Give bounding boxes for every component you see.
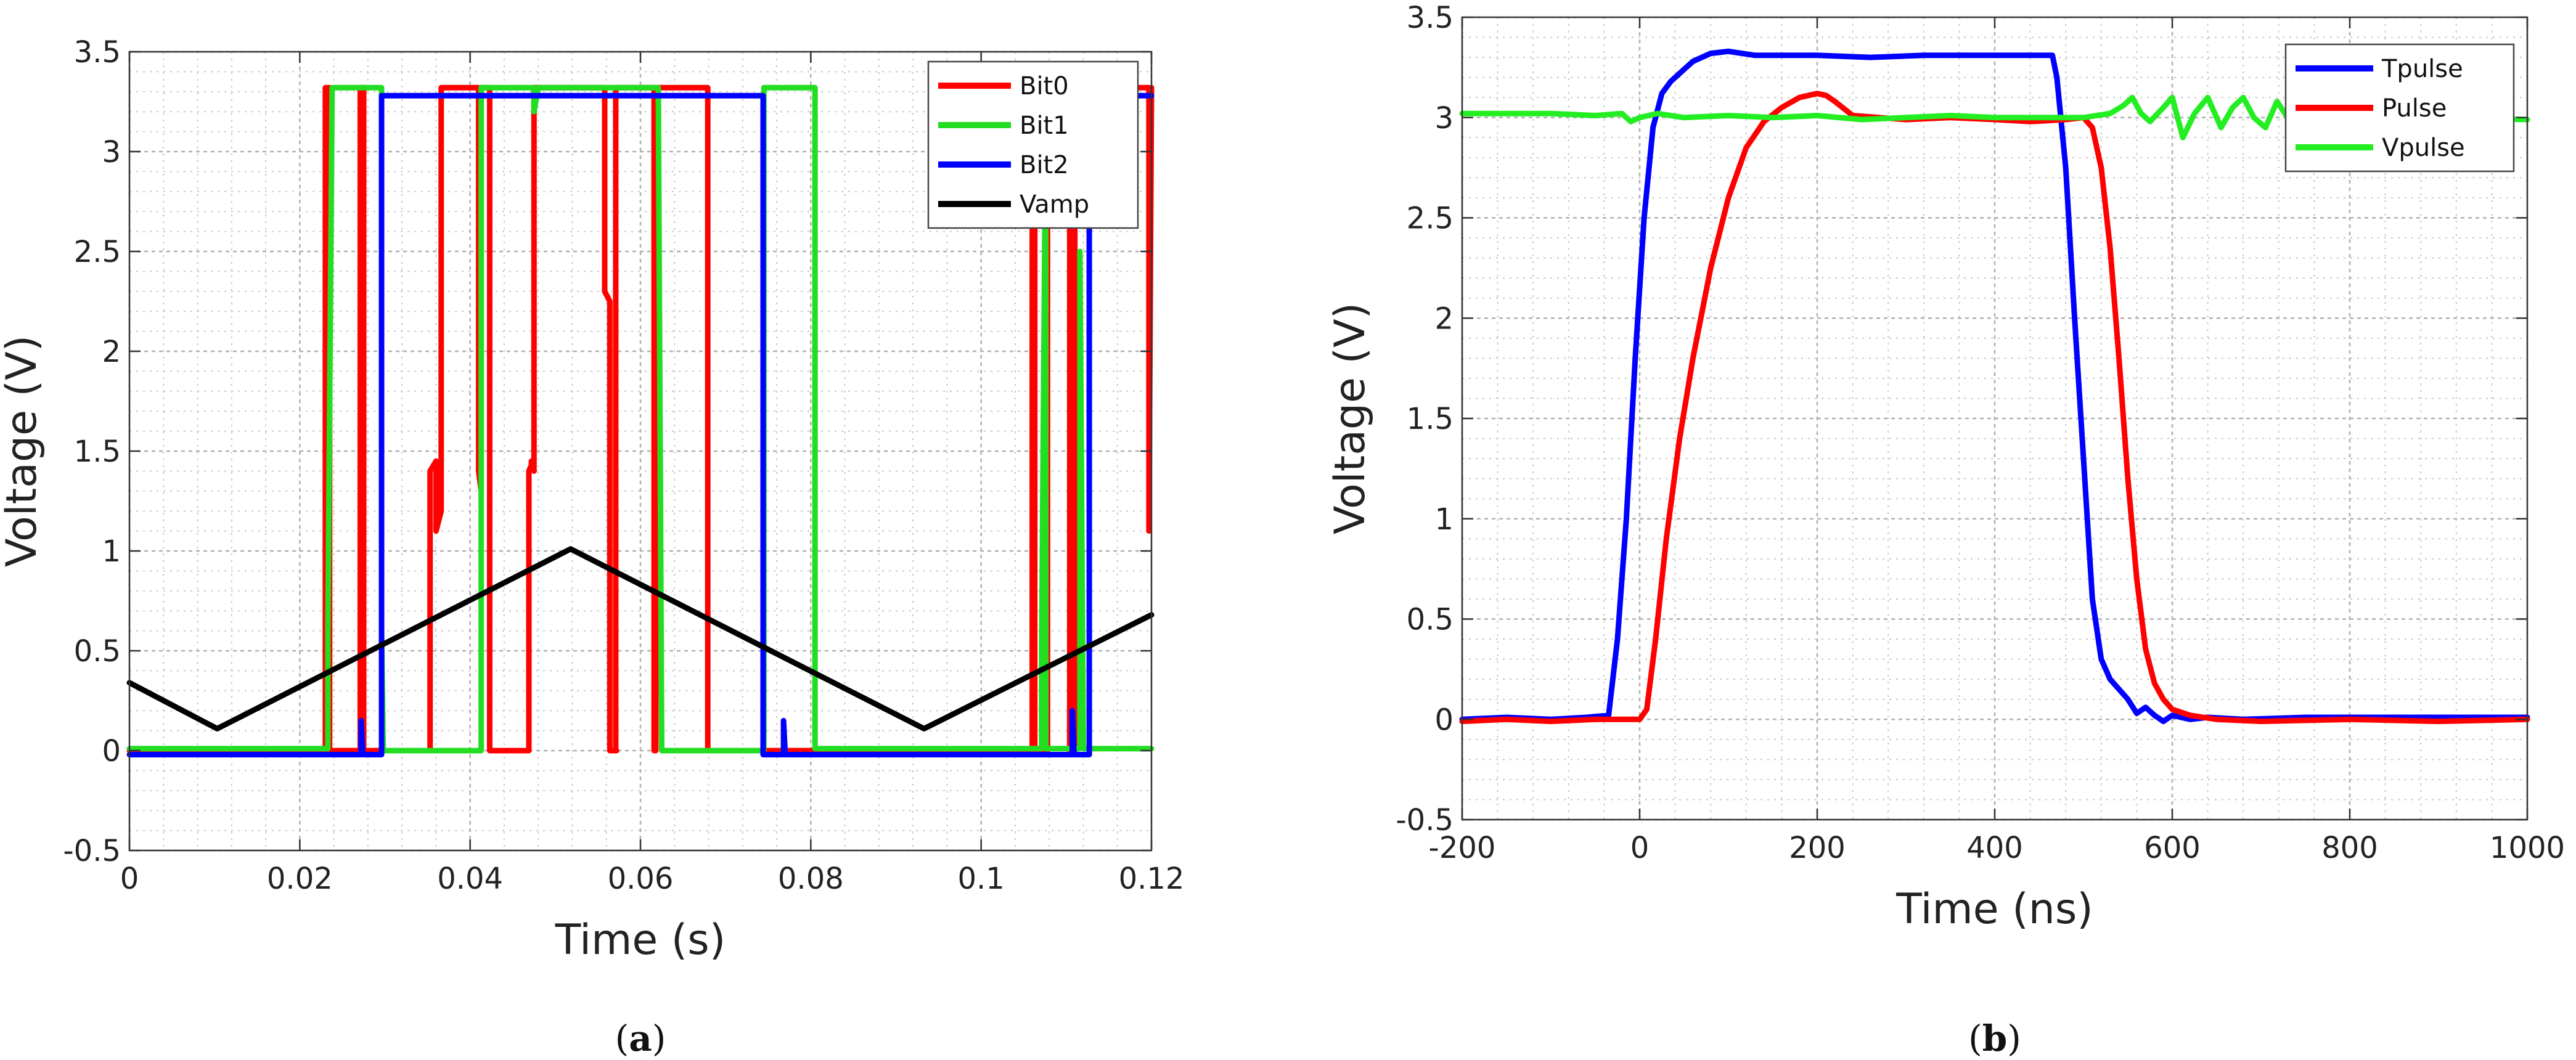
legend-label-bit2: Bit2 [1020,151,1069,179]
y-tick-label: 1.5 [1407,402,1454,436]
legend: Tpulse Pulse Vpulse [2284,43,2515,173]
x-tick-label: 800 [2321,831,2378,865]
y-tick-label: 2 [1434,301,1454,336]
y-tick-label: 0 [102,734,121,768]
x-axis-label: Time (ns) [1895,885,2093,934]
y-tick-label: 0.5 [1407,603,1454,637]
y-axis-label: Voltage (V) [1326,303,1375,534]
legend-label-tpulse: Tpulse [2381,55,2463,83]
chart-panel-a: 0 0.02 0.04 0.06 0.08 0.1 0.12-0.500.511.522.5… [0,35,1184,1059]
x-tick-label: 0.08 [778,862,844,896]
x-tick-label: 400 [1966,831,2023,865]
legend-box [927,60,1139,229]
y-tick-label: -0.5 [1396,803,1454,838]
caption-close-paren: ) [2007,1017,2021,1059]
x-tick-label: -200 [1429,831,1496,865]
series-line-tpulse [1459,48,2530,724]
caption-letter: a [629,1017,652,1059]
y-axis-label: Voltage (V) [0,335,46,567]
y-tick-label: 0 [1434,703,1454,737]
y-tick-label: 1 [1434,502,1454,537]
legend-label-pulse: Pulse [2382,94,2447,123]
y-tick-label: 3.5 [1407,1,1454,35]
y-tick-label: 2.5 [1407,202,1454,236]
legend-label-bit0: Bit0 [1020,72,1069,100]
y-tick-label: 3 [1434,101,1454,136]
x-tick-label: 0 [120,862,139,896]
series-line-vamp [126,546,1155,732]
panel-caption: (b) [1968,1017,2021,1059]
y-tick-label: 1 [102,534,121,569]
caption-close-paren: ) [652,1017,666,1059]
caption-open-paren: ( [615,1017,629,1059]
x-tick-label: 1000 [2490,831,2565,865]
legend-label-vpulse: Vpulse [2382,134,2465,162]
y-tick-label: 3 [102,135,121,169]
x-tick-label: 0.1 [957,862,1004,896]
x-tick-label: 200 [1789,831,1846,865]
legend-label-bit1: Bit1 [1020,112,1069,140]
y-tick-label: 1.5 [74,434,121,469]
x-axis-label: Time (s) [555,916,726,964]
y-tick-label: 0.5 [74,634,121,669]
y-tick-label: -0.5 [63,834,121,868]
legend: Bit0 Bit1 Bit2 Vamp [927,60,1139,229]
x-tick-label: 0.02 [267,862,333,896]
legend-label-vamp: Vamp [1020,190,1089,219]
y-tick-label: 3.5 [74,35,121,70]
x-tick-label: 0.12 [1119,862,1185,896]
chart-panel-b: -200 0 200 400 600 800 1000 -0.5 0 0.5 1 1.5 2 2.5 3 3.… [1326,1,2565,1059]
x-tick-label: 600 [2144,831,2201,865]
series-line-bit2 [126,92,1155,757]
caption-open-paren: ( [1968,1017,1982,1059]
panel-caption: (a) [615,1017,666,1059]
y-tick-label: 2 [102,335,121,369]
x-tick-label: 0.04 [437,862,503,896]
x-tick-label: 0 [1630,831,1650,865]
x-tick-label: 0.06 [608,862,674,896]
y-tick-label: 2.5 [74,235,121,269]
caption-letter: b [1982,1017,2008,1059]
